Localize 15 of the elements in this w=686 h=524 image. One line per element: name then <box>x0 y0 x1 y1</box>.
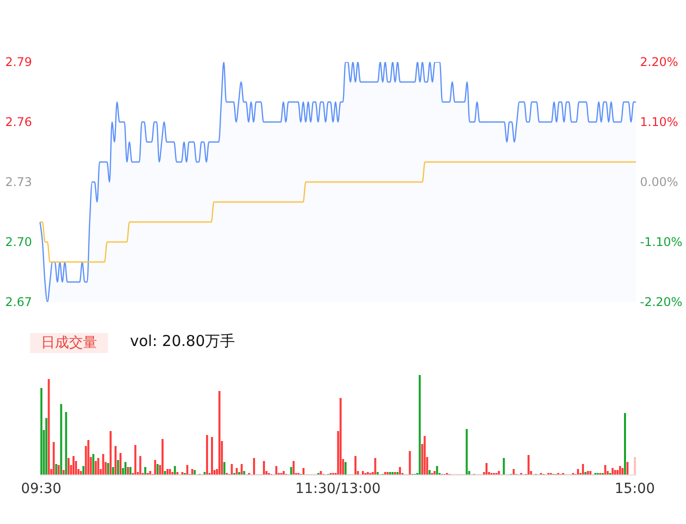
text: vol: 20.80万手 <box>130 332 235 351</box>
y-tick-label: 2.79 <box>5 55 32 69</box>
y2-tick-label: 1.10% <box>640 115 678 129</box>
y-tick-label: 2.73 <box>5 175 32 189</box>
y-tick-label: 2.76 <box>5 115 32 129</box>
text: 日成交量 <box>30 333 108 353</box>
y-tick-label: 2.67 <box>5 295 32 309</box>
y2-tick-label: 2.20% <box>640 55 678 69</box>
y2-tick-label: -1.10% <box>640 235 682 249</box>
x-tick-label: 15:00 <box>614 480 655 497</box>
x-tick-label: 11:30/13:00 <box>295 480 381 497</box>
y2-tick-label: -2.20% <box>640 295 682 309</box>
y2-tick-label: 0.00% <box>640 175 678 189</box>
y-tick-label: 2.70 <box>5 235 32 249</box>
x-tick-label: 09:30 <box>21 480 62 497</box>
